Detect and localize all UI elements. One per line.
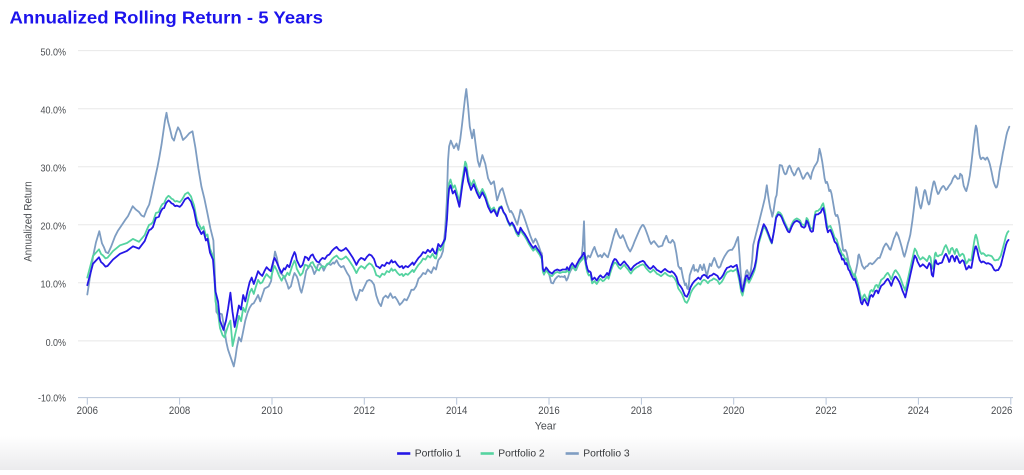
svg-text:Portfolio 3: Portfolio 3 [583, 449, 630, 460]
svg-text:2016: 2016 [538, 405, 559, 417]
svg-text:2026: 2026 [991, 405, 1012, 417]
svg-text:50.0%: 50.0% [41, 48, 67, 59]
svg-text:Portfolio 1: Portfolio 1 [415, 449, 462, 460]
svg-text:30.0%: 30.0% [41, 164, 67, 175]
svg-text:2012: 2012 [354, 405, 375, 417]
svg-text:2020: 2020 [723, 405, 744, 417]
svg-text:20.0%: 20.0% [41, 222, 67, 233]
svg-text:10.0%: 10.0% [41, 280, 67, 291]
svg-text:2018: 2018 [631, 405, 652, 417]
svg-text:-10.0%: -10.0% [38, 393, 66, 404]
svg-text:40.0%: 40.0% [41, 106, 67, 117]
svg-text:Annualized Rolling Return - 5: Annualized Rolling Return - 5 Years [10, 8, 324, 28]
svg-text:2014: 2014 [446, 405, 467, 417]
svg-text:2010: 2010 [261, 405, 282, 417]
svg-text:0.0%: 0.0% [46, 338, 66, 349]
svg-text:Annualized Return: Annualized Return [23, 181, 35, 262]
svg-text:2022: 2022 [815, 405, 836, 417]
svg-text:Portfolio 2: Portfolio 2 [498, 449, 545, 460]
svg-text:Year: Year [535, 420, 557, 432]
svg-text:2024: 2024 [908, 405, 929, 417]
svg-text:2006: 2006 [77, 405, 98, 417]
svg-text:2008: 2008 [169, 405, 190, 417]
